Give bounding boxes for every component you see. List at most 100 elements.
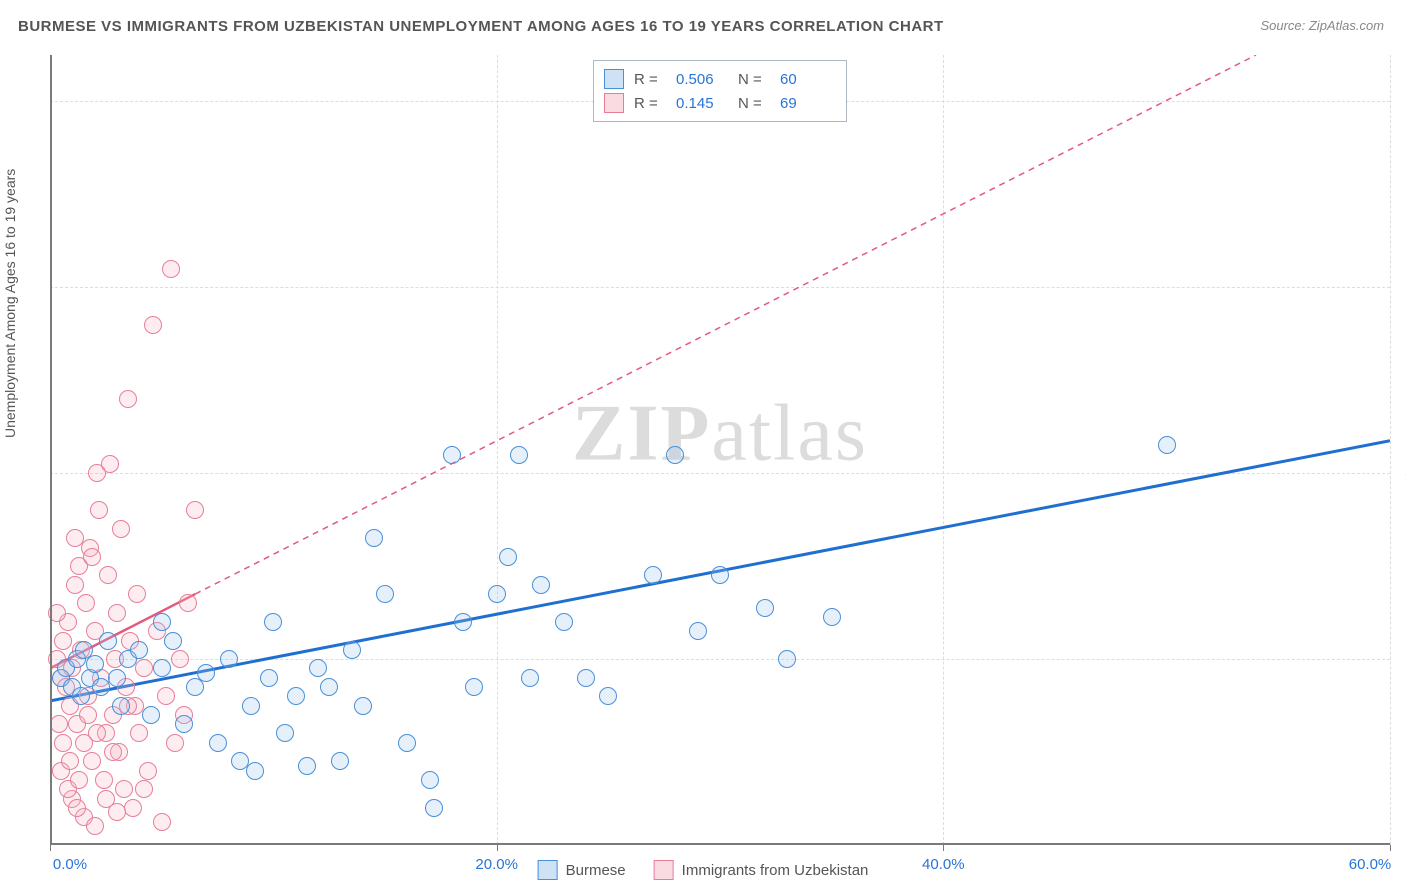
n-value-burmese: 60 bbox=[780, 71, 832, 88]
r-value-burmese: 0.506 bbox=[676, 71, 728, 88]
scatter-marker bbox=[175, 715, 193, 733]
y-axis-label: Unemployment Among Ages 16 to 19 years bbox=[2, 169, 18, 438]
scatter-marker bbox=[354, 697, 372, 715]
scatter-marker bbox=[264, 613, 282, 631]
scatter-marker bbox=[644, 566, 662, 584]
y-axis-line bbox=[50, 55, 52, 845]
scatter-marker bbox=[86, 817, 104, 835]
scatter-marker bbox=[276, 724, 294, 742]
x-tick-label: 60.0% bbox=[1349, 856, 1392, 873]
legend-item-burmese: Burmese bbox=[538, 860, 626, 880]
scatter-marker bbox=[577, 669, 595, 687]
scatter-marker bbox=[555, 613, 573, 631]
scatter-marker bbox=[108, 669, 126, 687]
scatter-marker bbox=[144, 316, 162, 334]
scatter-marker bbox=[70, 771, 88, 789]
correlation-stats-box: R = 0.506 N = 60 R = 0.145 N = 69 bbox=[593, 60, 847, 122]
scatter-marker bbox=[83, 548, 101, 566]
scatter-marker bbox=[66, 529, 84, 547]
scatter-marker bbox=[166, 734, 184, 752]
scatter-marker bbox=[101, 455, 119, 473]
scatter-marker bbox=[298, 757, 316, 775]
scatter-marker bbox=[54, 734, 72, 752]
scatter-marker bbox=[124, 799, 142, 817]
trendlines-svg bbox=[50, 55, 1390, 845]
scatter-marker bbox=[246, 762, 264, 780]
x-axis-line bbox=[50, 843, 1390, 845]
scatter-marker bbox=[153, 813, 171, 831]
scatter-marker bbox=[376, 585, 394, 603]
n-label: N = bbox=[738, 95, 770, 112]
scatter-marker bbox=[599, 687, 617, 705]
chart-title: BURMESE VS IMMIGRANTS FROM UZBEKISTAN UN… bbox=[18, 18, 944, 35]
scatter-marker bbox=[756, 599, 774, 617]
scatter-marker bbox=[153, 659, 171, 677]
scatter-marker bbox=[465, 678, 483, 696]
scatter-marker bbox=[711, 566, 729, 584]
scatter-marker bbox=[778, 650, 796, 668]
legend-label-burmese: Burmese bbox=[566, 862, 626, 879]
scatter-marker bbox=[112, 697, 130, 715]
scatter-marker bbox=[823, 608, 841, 626]
scatter-marker bbox=[128, 585, 146, 603]
scatter-marker bbox=[454, 613, 472, 631]
scatter-marker bbox=[1158, 436, 1176, 454]
scatter-marker bbox=[209, 734, 227, 752]
scatter-marker bbox=[287, 687, 305, 705]
scatter-marker bbox=[343, 641, 361, 659]
scatter-marker bbox=[220, 650, 238, 668]
scatter-marker bbox=[309, 659, 327, 677]
scatter-marker bbox=[99, 566, 117, 584]
scatter-marker bbox=[99, 632, 117, 650]
scatter-marker bbox=[162, 260, 180, 278]
scatter-marker bbox=[197, 664, 215, 682]
scatter-marker bbox=[108, 803, 126, 821]
swatch-uzbekistan bbox=[604, 93, 624, 113]
scatter-marker bbox=[666, 446, 684, 464]
scatter-marker bbox=[79, 706, 97, 724]
scatter-marker bbox=[521, 669, 539, 687]
scatter-marker bbox=[135, 659, 153, 677]
scatter-marker bbox=[153, 613, 171, 631]
scatter-marker bbox=[242, 697, 260, 715]
stats-row-uzbekistan: R = 0.145 N = 69 bbox=[604, 91, 832, 115]
scatter-marker bbox=[54, 632, 72, 650]
scatter-marker bbox=[186, 501, 204, 519]
scatter-marker bbox=[119, 390, 137, 408]
n-value-uzbekistan: 69 bbox=[780, 95, 832, 112]
scatter-marker bbox=[90, 501, 108, 519]
scatter-marker bbox=[425, 799, 443, 817]
scatter-marker bbox=[443, 446, 461, 464]
r-label: R = bbox=[634, 95, 666, 112]
x-tick-label: 40.0% bbox=[922, 856, 965, 873]
scatter-marker bbox=[320, 678, 338, 696]
chart-plot-area: ZIPatlas 20.0%40.0%60.0%80.0% 0.0%20.0%4… bbox=[50, 55, 1390, 845]
scatter-marker bbox=[171, 650, 189, 668]
scatter-marker bbox=[115, 780, 133, 798]
scatter-marker bbox=[689, 622, 707, 640]
scatter-marker bbox=[130, 724, 148, 742]
scatter-marker bbox=[88, 724, 106, 742]
scatter-marker bbox=[112, 520, 130, 538]
scatter-marker bbox=[61, 752, 79, 770]
scatter-marker bbox=[142, 706, 160, 724]
scatter-marker bbox=[77, 594, 95, 612]
scatter-marker bbox=[66, 576, 84, 594]
scatter-marker bbox=[72, 687, 90, 705]
scatter-marker bbox=[365, 529, 383, 547]
legend-item-uzbekistan: Immigrants from Uzbekistan bbox=[654, 860, 869, 880]
scatter-marker bbox=[68, 799, 86, 817]
scatter-marker bbox=[130, 641, 148, 659]
scatter-marker bbox=[95, 771, 113, 789]
scatter-marker bbox=[510, 446, 528, 464]
scatter-marker bbox=[488, 585, 506, 603]
scatter-marker bbox=[421, 771, 439, 789]
scatter-marker bbox=[157, 687, 175, 705]
x-tick-label: 0.0% bbox=[53, 856, 87, 873]
scatter-marker bbox=[139, 762, 157, 780]
scatter-marker bbox=[135, 780, 153, 798]
scatter-marker bbox=[108, 604, 126, 622]
scatter-marker bbox=[532, 576, 550, 594]
scatter-marker bbox=[260, 669, 278, 687]
scatter-marker bbox=[86, 655, 104, 673]
